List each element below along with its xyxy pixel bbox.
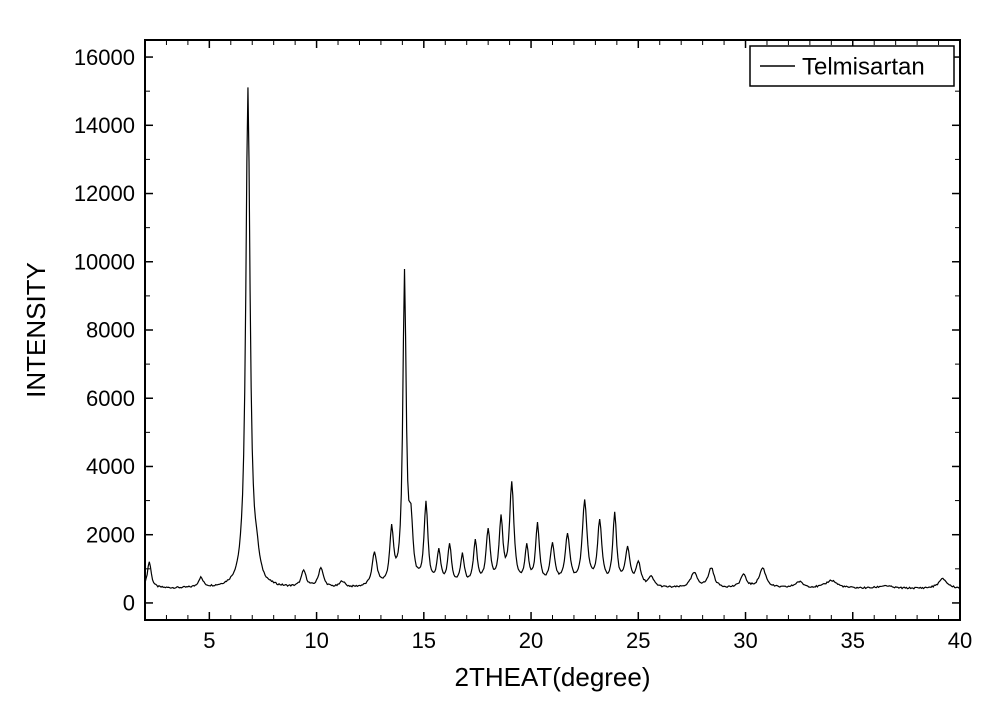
x-tick-label: 5 xyxy=(203,628,215,653)
y-tick-label: 0 xyxy=(123,591,135,616)
x-axis-label: 2THEAT(degree) xyxy=(454,662,650,692)
y-tick-label: 2000 xyxy=(86,522,135,547)
y-tick-label: 10000 xyxy=(74,249,135,274)
y-tick-label: 4000 xyxy=(86,454,135,479)
x-tick-label: 35 xyxy=(841,628,865,653)
y-tick-label: 16000 xyxy=(74,45,135,70)
xrd-chart: 5 10 15 20 25 30 35 40 0 2000 4000 6000 8000 10000 120… xyxy=(0,0,1000,716)
x-tick-label: 25 xyxy=(626,628,650,653)
y-tick-label: 8000 xyxy=(86,318,135,343)
x-tick-label: 40 xyxy=(948,628,972,653)
y-tick-label: 14000 xyxy=(74,113,135,138)
x-tick-label: 30 xyxy=(733,628,757,653)
legend-label: Telmisartan xyxy=(802,53,925,80)
y-axis-label: INTENSITY xyxy=(21,262,51,398)
y-tick-label: 12000 xyxy=(74,181,135,206)
y-tick-label: 6000 xyxy=(86,386,135,411)
x-tick-label: 15 xyxy=(412,628,436,653)
x-tick-label: 20 xyxy=(519,628,543,653)
x-tick-label: 10 xyxy=(304,628,328,653)
